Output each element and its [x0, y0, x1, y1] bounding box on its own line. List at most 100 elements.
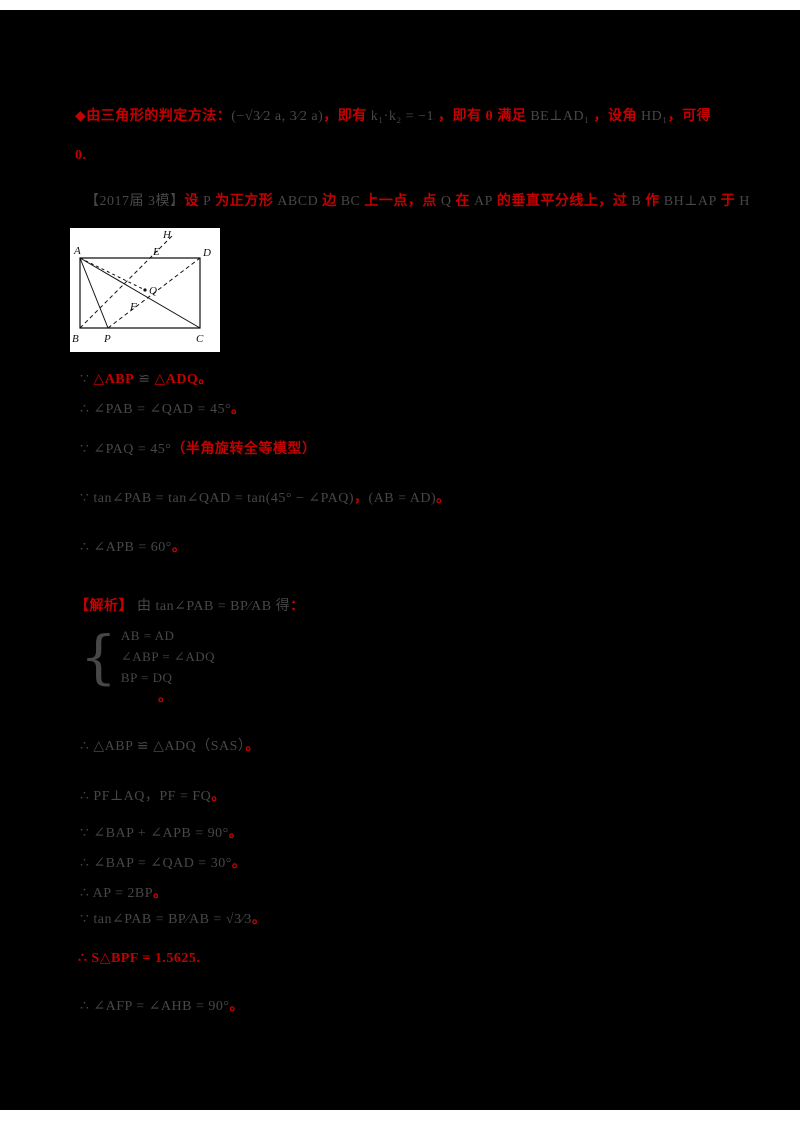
text-segment: ∴ ∠PAB = ∠QAD = 45° [80, 402, 232, 417]
text-segment: P [203, 194, 212, 209]
geometry-figure-svg: A D B C H E Q F P [72, 229, 211, 345]
text-segment: 【2017届 3模】 [85, 194, 185, 209]
system-period: 。 [158, 690, 172, 705]
text-segment: 上一点，点 [360, 194, 441, 209]
text-segment: 。 [231, 856, 247, 871]
solution-step-4: ∵ tan∠PAB = tan∠QAD = tan(45° − ∠PAQ)，(A… [80, 487, 451, 507]
dashed-line-PD [107, 257, 201, 329]
text-segment: ，即有 [323, 109, 367, 124]
analysis-header: 【解析】 由 tan∠PAB = BP⁄AB 得： [75, 595, 305, 615]
point-label-E: E [152, 246, 160, 258]
text-segment: Q [440, 194, 452, 209]
solution-step-10: ∴ AP = 2BP。 [80, 882, 168, 902]
solution-step-6: ∴ △ABP ≌ △ADQ（SAS）。 [80, 735, 260, 755]
point-Q-marker [143, 288, 147, 292]
segment-AP [79, 257, 109, 329]
text-segment: 作 [641, 194, 664, 209]
point-label-H: H [162, 229, 172, 241]
text-segment: 的垂直平分线上，过 [492, 194, 632, 209]
text-segment: ◆由三角形的判定方法： [75, 109, 232, 124]
text-segment: 0. [75, 148, 87, 163]
text-segment: 。 [231, 402, 246, 417]
text-segment: 。 [153, 886, 168, 901]
text-segment: ，即有 θ 满足 [438, 109, 527, 124]
solution-step-8: ∵ ∠BAP + ∠APB = 90°。 [80, 822, 243, 842]
text-segment: ∵ [80, 372, 94, 387]
page-top-margin [0, 0, 800, 10]
geometry-figure: A D B C H E Q F P [70, 228, 220, 352]
text-segment: ∵ ∠PAQ = 45° [80, 442, 172, 457]
text-segment: 设 [184, 194, 203, 209]
dashed-line-BH [79, 235, 173, 329]
page-bottom-margin [0, 1110, 800, 1132]
solution-step-2: ∴ ∠PAB = ∠QAD = 45°。 [80, 398, 246, 418]
text-segment: △ABP [93, 372, 135, 387]
text-segment: 【解析】 [75, 599, 133, 614]
system-row-2: ∠ABP = ∠ADQ [120, 649, 215, 664]
text-segment: （半角旋转全等模型） [171, 442, 317, 457]
text-segment: ∴ △ABP ≌ △ADQ（SAS） [80, 739, 246, 754]
text-segment: ∴ ∠BAP = ∠QAD = 30° [80, 856, 232, 871]
text-segment: ∴ ∠AFP = ∠AHB = 90° [80, 999, 230, 1014]
text-segment: ∴ AP = 2BP [80, 886, 154, 901]
dashed-line-AQ [79, 257, 146, 291]
solution-step-3: ∵ ∠PAQ = 45°（半角旋转全等模型） [80, 438, 316, 458]
text-segment: ∵ tan∠PAB = BP⁄AB = √3⁄3 [80, 912, 252, 927]
text-segment: ABCD [277, 194, 319, 209]
text-segment: 于 [716, 194, 740, 209]
equation-system: { AB = AD ∠ABP = ∠ADQ BP = DQ [80, 628, 215, 686]
text-segment: 。 [228, 826, 244, 841]
text-segment: 。 [171, 540, 187, 555]
text-segment: k₁·k₂ = −1 [366, 109, 439, 124]
system-row-3: BP = DQ [120, 670, 173, 685]
point-label-D: D [202, 247, 211, 259]
point-label-P: P [103, 333, 111, 345]
point-label-Q: Q [149, 285, 157, 297]
text-segment: 在 [451, 194, 475, 209]
text-segment: ∵ ∠BAP + ∠APB = 90° [80, 826, 229, 841]
system-brace: { [80, 623, 117, 691]
text-segment: 边 [318, 194, 341, 209]
text-segment: 为正方形 [211, 194, 278, 209]
text-segment: H [739, 194, 750, 209]
point-label-F: F [129, 301, 137, 313]
point-label-B: B [72, 333, 79, 345]
solution-step-9: ∴ ∠BAP = ∠QAD = 30°。 [80, 852, 246, 872]
text-segment: 。 [251, 912, 267, 927]
solution-step-1: ∵ △ABP ≌ △ADQ。 [80, 368, 213, 388]
system-row-1: AB = AD [120, 628, 175, 643]
text-segment: ∴ S△BPF = 1.5625. [78, 951, 201, 966]
point-label-A: A [73, 245, 81, 257]
solution-step-13: ∴ ∠AFP = ∠AHB = 90°。 [80, 995, 244, 1015]
problem-statement: 【2017届 3模】设 P 为正方形 ABCD 边 BC 上一点，点 Q 在 A… [85, 190, 750, 210]
text-segment: HD₁ [641, 109, 668, 124]
text-segment: AP [474, 194, 493, 209]
text-segment: BC [340, 194, 361, 209]
solution-step-12: ∴ S△BPF = 1.5625. [78, 950, 200, 967]
text-segment: ∴ PF⊥AQ，PF = FQ [80, 789, 212, 804]
text-segment: 。 [436, 491, 451, 506]
text-segment: B [631, 194, 642, 209]
point-label-C: C [196, 333, 204, 345]
text-segment: ∴ ∠APB = 60° [80, 540, 172, 555]
intro-line-2: 0. [75, 148, 87, 164]
text-segment: 。 [229, 999, 244, 1014]
text-segment: BH⊥AP [663, 194, 717, 209]
text-segment: ≌ [134, 372, 155, 387]
text-segment: △ADQ [154, 372, 199, 387]
text-segment: ，可得 [667, 109, 712, 124]
text-segment: ，设角 [593, 109, 641, 124]
text-segment: 。 [245, 739, 260, 754]
text-segment: ： [290, 599, 305, 614]
text-segment: BE⊥AD₁ [526, 109, 594, 124]
segment-AC [79, 257, 201, 329]
solution-step-11: ∵ tan∠PAB = BP⁄AB = √3⁄3。 [80, 908, 266, 928]
text-segment: 。 [211, 789, 226, 804]
text-segment: ， [354, 491, 369, 506]
system-rows: AB = AD ∠ABP = ∠ADQ BP = DQ [121, 628, 215, 686]
solution-step-5: ∴ ∠APB = 60°。 [80, 536, 186, 556]
text-segment: 。 [198, 372, 213, 387]
text-segment: 由 tan∠PAB = BP⁄AB 得 [133, 599, 291, 614]
intro-line-1: ◆由三角形的判定方法：(−√3⁄2 a, 3⁄2 a)，即有 k₁·k₂ = −… [75, 105, 711, 125]
